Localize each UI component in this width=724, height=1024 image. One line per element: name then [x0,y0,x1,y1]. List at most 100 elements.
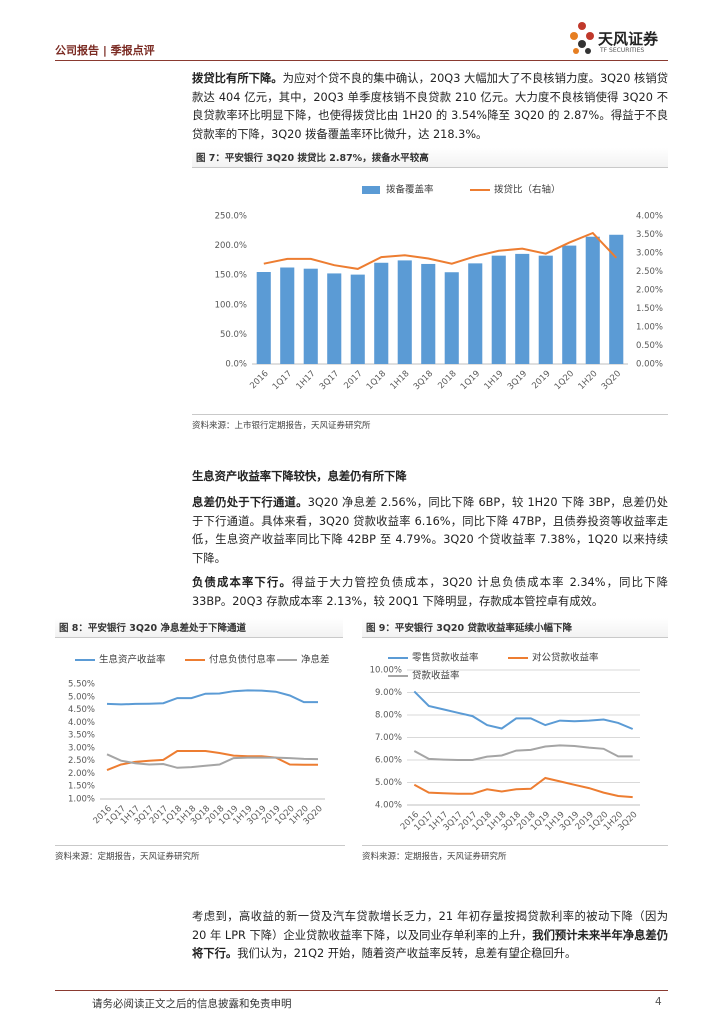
y2-tick-label: 3.50% [636,230,663,240]
bar [256,272,271,364]
y-tick-label: 3.00% [68,743,95,753]
y-tick-label: 150.0% [215,271,247,281]
bar [515,253,530,364]
x-tick-label: 2019 [530,369,552,391]
text: 3Q20 净息差 2.56%，同比下降 6BP，较 1H20 下降 3BP，息差… [192,496,668,565]
legend-label: 生息资产收益率 [99,654,166,666]
x-tick-label: 1H19 [483,369,506,392]
y-tick-label: 5.00% [375,778,402,788]
y-tick-label: 9.00% [375,688,402,698]
bar [374,262,389,364]
x-tick-label: 2017 [342,369,364,391]
chart: 4.00%5.00%6.00%7.00%8.00%9.00%10.00%2016… [370,652,640,833]
bar [585,236,600,364]
x-tick-label: 1H20 [577,369,600,392]
line [106,689,318,706]
legend-label: 贷款收益率 [412,670,460,682]
figure-caption: 图 9：平安银行 3Q20 贷款收益率延续小幅下降 [362,618,668,638]
y-tick-label: 2.00% [68,769,95,779]
x-tick-label: 1Q19 [459,369,482,392]
text: 我们认为，21Q2 开始，随着资产收益率反转，息差有望企稳回升。 [237,947,577,960]
paragraph: 息差仍处于下行通道。3Q20 净息差 2.56%，同比下降 6BP，较 1H20… [192,494,668,568]
text: 得益于大力管控负债成本，3Q20 计息负债成本率 2.34%，同比下降 33BP… [192,576,668,608]
y2-tick-label: 0.00% [636,360,663,370]
line [106,750,318,772]
y-tick-label: 5.50% [68,680,95,690]
text: 考虑到，高收益的新一贷及汽车贷款增长乏力，21 年初存量按揭贷款利率的被动下降（… [192,910,668,942]
y-tick-label: 3.50% [68,731,95,741]
x-tick-label: 3Q20 [600,369,623,392]
page-number: 4 [655,996,662,1008]
y-tick-label: 1.50% [68,782,95,792]
y2-tick-label: 2.50% [636,267,663,277]
legend-label: 付息负债付息率 [209,654,276,666]
x-tick-label: 2018 [436,369,458,391]
x-tick-label: 3Q18 [412,369,435,392]
line [413,776,633,799]
y-tick-label: 7.00% [375,733,402,743]
y-tick-label: 4.00% [375,801,402,811]
y-tick-label: 200.0% [215,241,247,251]
lead: 息差仍处于下行通道。 [192,496,308,509]
bold-text: 我们预计未来半年净息差仍将下行。 [192,928,668,961]
text: 为应对个贷不良的集中确认，20Q3 大幅加大了不良核销力度。3Q20 核销贷款达… [192,72,668,141]
bar [350,274,365,364]
bar [538,255,553,364]
y2-tick-label: 4.00% [636,212,663,222]
y-tick-label: 0.0% [225,360,247,370]
x-tick-label: 1H17 [295,369,318,392]
bar [303,268,318,364]
y-tick-label: 8.00% [375,711,402,721]
figure-caption: 图 8：平安银行 3Q20 净息差处于下降通道 [55,618,343,638]
x-tick-label: 1Q17 [271,369,294,392]
line [106,753,319,769]
y-tick-label: 10.00% [370,666,402,676]
legend-label: 对公贷款收益率 [532,652,599,664]
line [263,231,618,270]
x-tick-label: 1Q20 [553,369,576,392]
bar [397,260,412,364]
lead: 负债成本率下行。 [192,576,293,589]
y2-tick-label: 3.00% [636,249,663,259]
line [413,690,634,730]
x-tick-label: 2016 [248,369,270,391]
bar [280,267,295,364]
y-tick-label: 50.0% [220,330,247,340]
x-tick-label: 3Q17 [318,369,341,392]
y-tick-label: 4.00% [68,718,95,728]
y2-tick-label: 1.00% [636,323,663,333]
chart: 1.00% 1.50% 2.00% 2.50% 3.00% 3.50% 4.00% 4.50%… [68,654,330,828]
y-tick-label: 1.00% [68,795,95,805]
figure-source: 资料来源：定期报告，天风证券研究所 [362,845,668,862]
footer-rule [55,990,668,991]
bar [562,245,577,364]
legend-label: 净息差 [301,654,330,666]
bar [327,273,342,364]
paragraph: 拨贷比有所下降。为应对个贷不良的集中确认，20Q3 大幅加大了不良核销力度。3Q… [192,70,668,144]
y-tick-label: 6.00% [375,756,402,766]
chart: 0.0% 50.0% 100.0% 150.0% 200.0% 250.0% 0.00% 0.… [215,184,663,393]
paragraph: 负债成本率下行。得益于大力管控负债成本，3Q20 计息负债成本率 2.34%，同… [192,574,668,611]
legend-swatch [362,186,380,194]
figure-source: 资料来源：定期报告，天风证券研究所 [55,845,345,862]
y-tick-label: 4.50% [68,705,95,715]
paragraph: 考虑到，高收益的新一贷及汽车贷款增长乏力，21 年初存量按揭贷款利率的被动下降（… [192,908,668,964]
y-tick-label: 250.0% [215,212,247,222]
bar [609,234,624,364]
legend-label: 拨贷比（右轴） [494,184,561,196]
y2-tick-label: 1.50% [636,304,663,314]
legend-label: 拨备覆盖率 [386,184,434,196]
x-tick-label: 1H18 [389,369,412,392]
line [413,744,633,761]
logo-sub: TF SECURITIES [600,47,645,54]
figure-caption: 图 7：平安银行 3Q20 拨贷比 2.87%，拨备水平较高 [192,148,668,168]
logo-text: 天风证券 [598,30,659,48]
bar [468,263,483,364]
legend-label: 零售贷款收益率 [412,652,479,664]
y-tick-label: 2.50% [68,756,95,766]
x-tick-label: 3Q19 [506,369,529,392]
y2-tick-label: 0.50% [636,341,663,351]
header-rule [55,60,668,61]
footer-disclaimer: 请务必阅读正文之后的信息披露和免责申明 [92,998,292,1010]
